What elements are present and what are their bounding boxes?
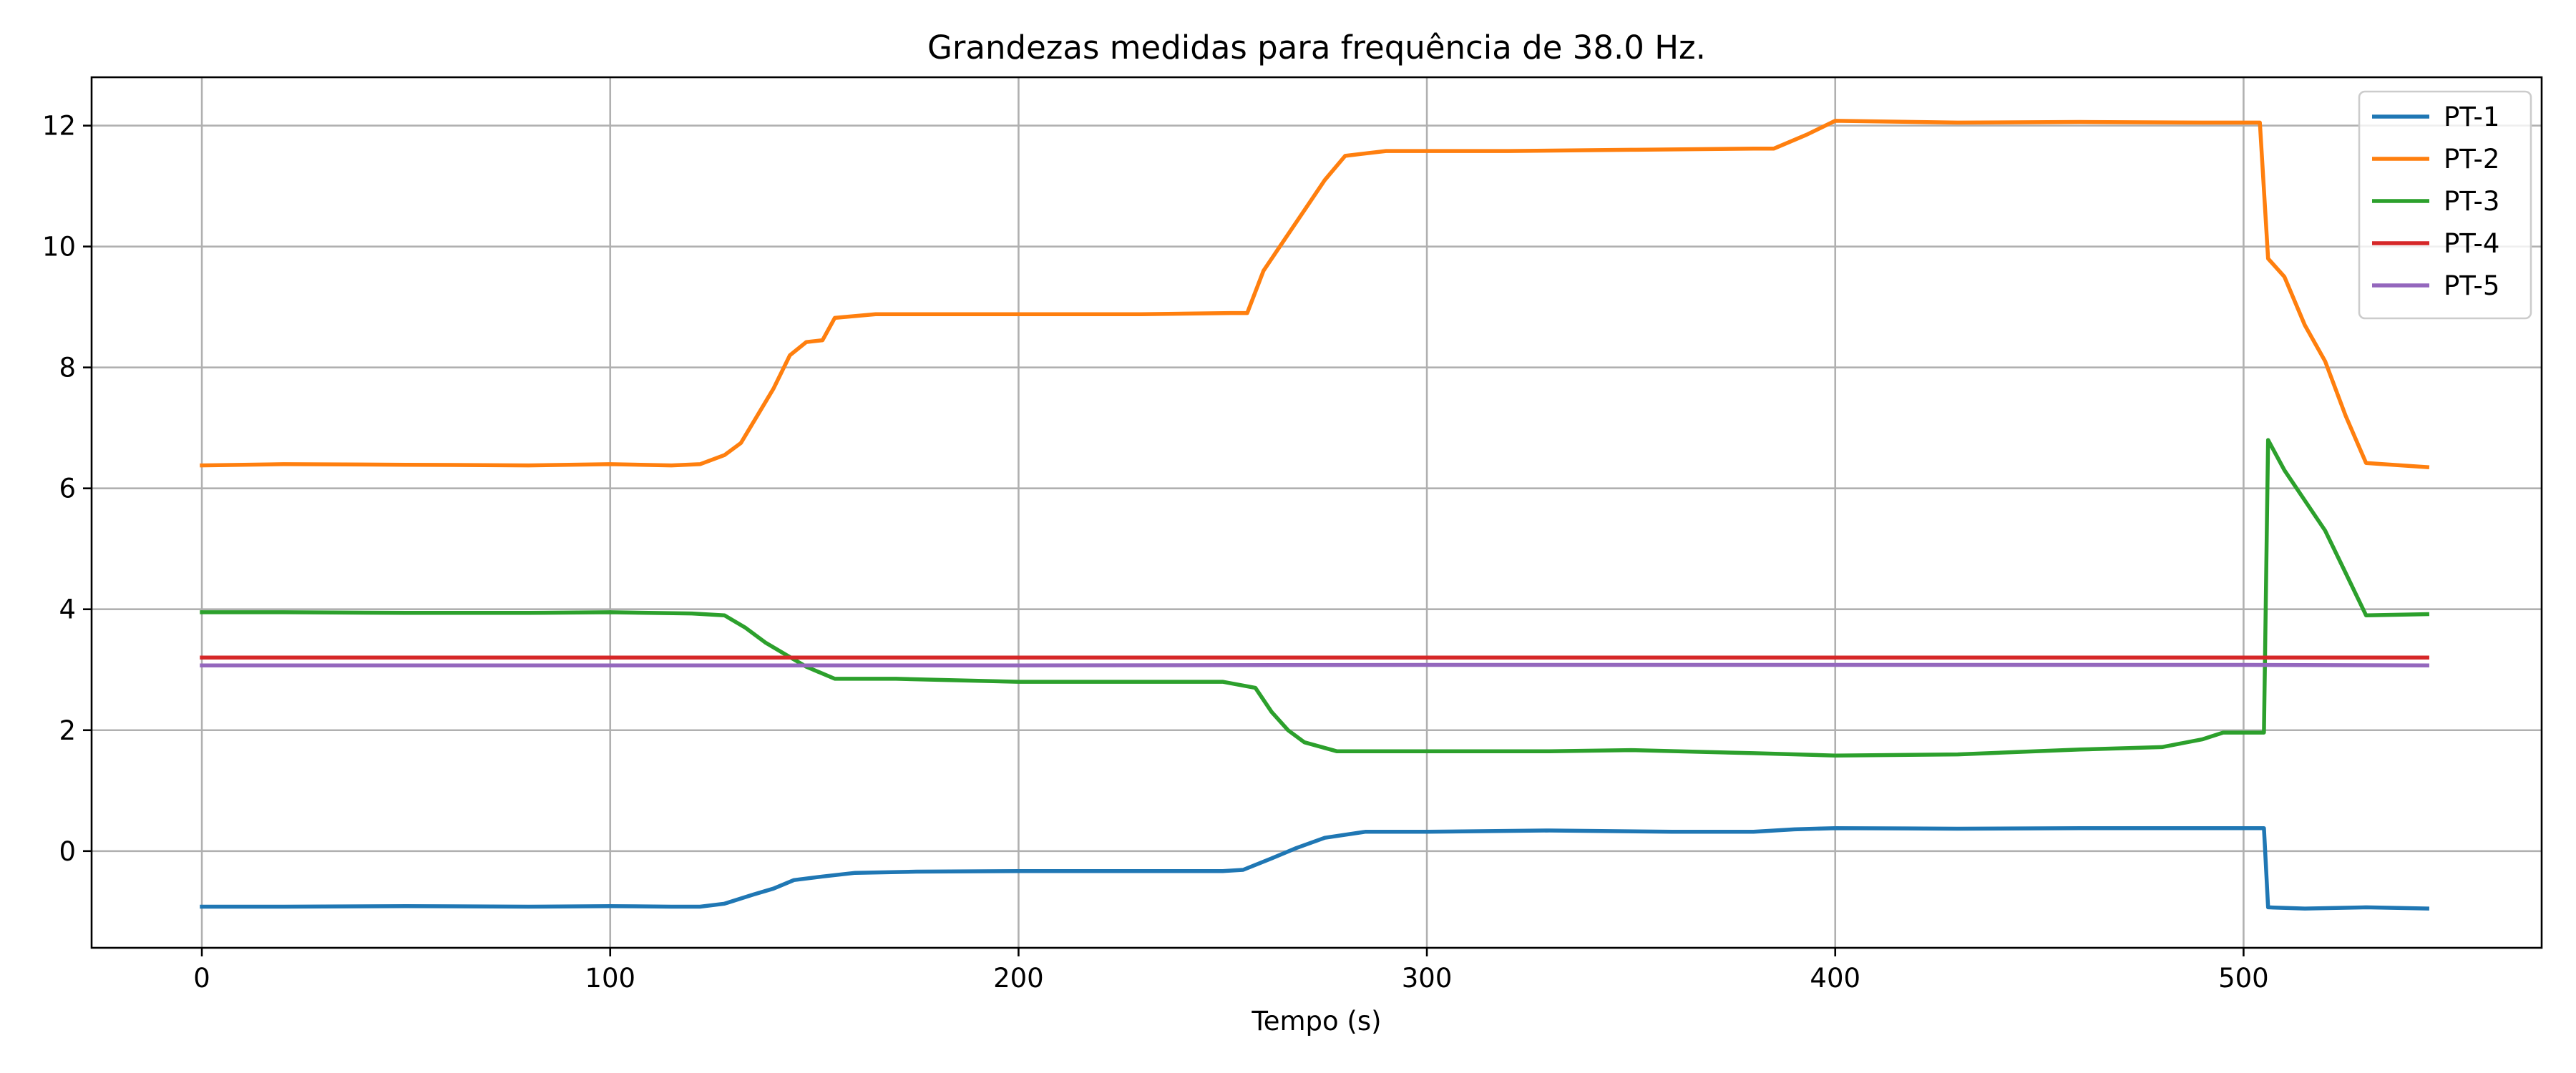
legend-label: PT-3 (2444, 186, 2499, 217)
legend-label: PT-5 (2444, 270, 2499, 301)
chart-title: Grandezas medidas para frequência de 38.… (927, 29, 1706, 67)
plot-frame (90, 76, 2543, 949)
series-lines (200, 119, 2430, 911)
series-line-pt-2 (200, 119, 2430, 470)
x-tick-label: 500 (2218, 963, 2269, 994)
series-line-pt-5 (200, 662, 2429, 668)
axis-ticks: 0 100 200 300 400 500 0 2 4 6 8 10 12 (42, 111, 2269, 994)
legend: PT-1 PT-2 PT-3 PT-4 PT-5 (2358, 90, 2532, 320)
y-tick-label: 2 (59, 715, 76, 746)
y-tick-label: 10 (42, 232, 76, 263)
y-tick-label: 6 (59, 474, 76, 504)
legend-label: PT-1 (2444, 102, 2499, 132)
x-tick-label: 400 (1810, 963, 1860, 994)
x-axis-label: Tempo (s) (1251, 1006, 1381, 1037)
y-tick-label: 4 (59, 594, 76, 625)
x-tick-label: 0 (193, 963, 210, 994)
x-tick-label: 200 (993, 963, 1044, 994)
series-line-pt-3 (200, 438, 2430, 758)
y-tick-label: 8 (59, 353, 76, 383)
x-tick-label: 100 (585, 963, 635, 994)
y-tick-label: 12 (42, 111, 76, 142)
x-tick-label: 300 (1402, 963, 1453, 994)
legend-label: PT-4 (2444, 228, 2499, 259)
legend-box (2358, 90, 2532, 320)
grid (92, 77, 2542, 948)
y-tick-label: 0 (59, 836, 76, 867)
legend-label: PT-2 (2444, 144, 2499, 175)
series-line-pt-1 (200, 825, 2430, 911)
